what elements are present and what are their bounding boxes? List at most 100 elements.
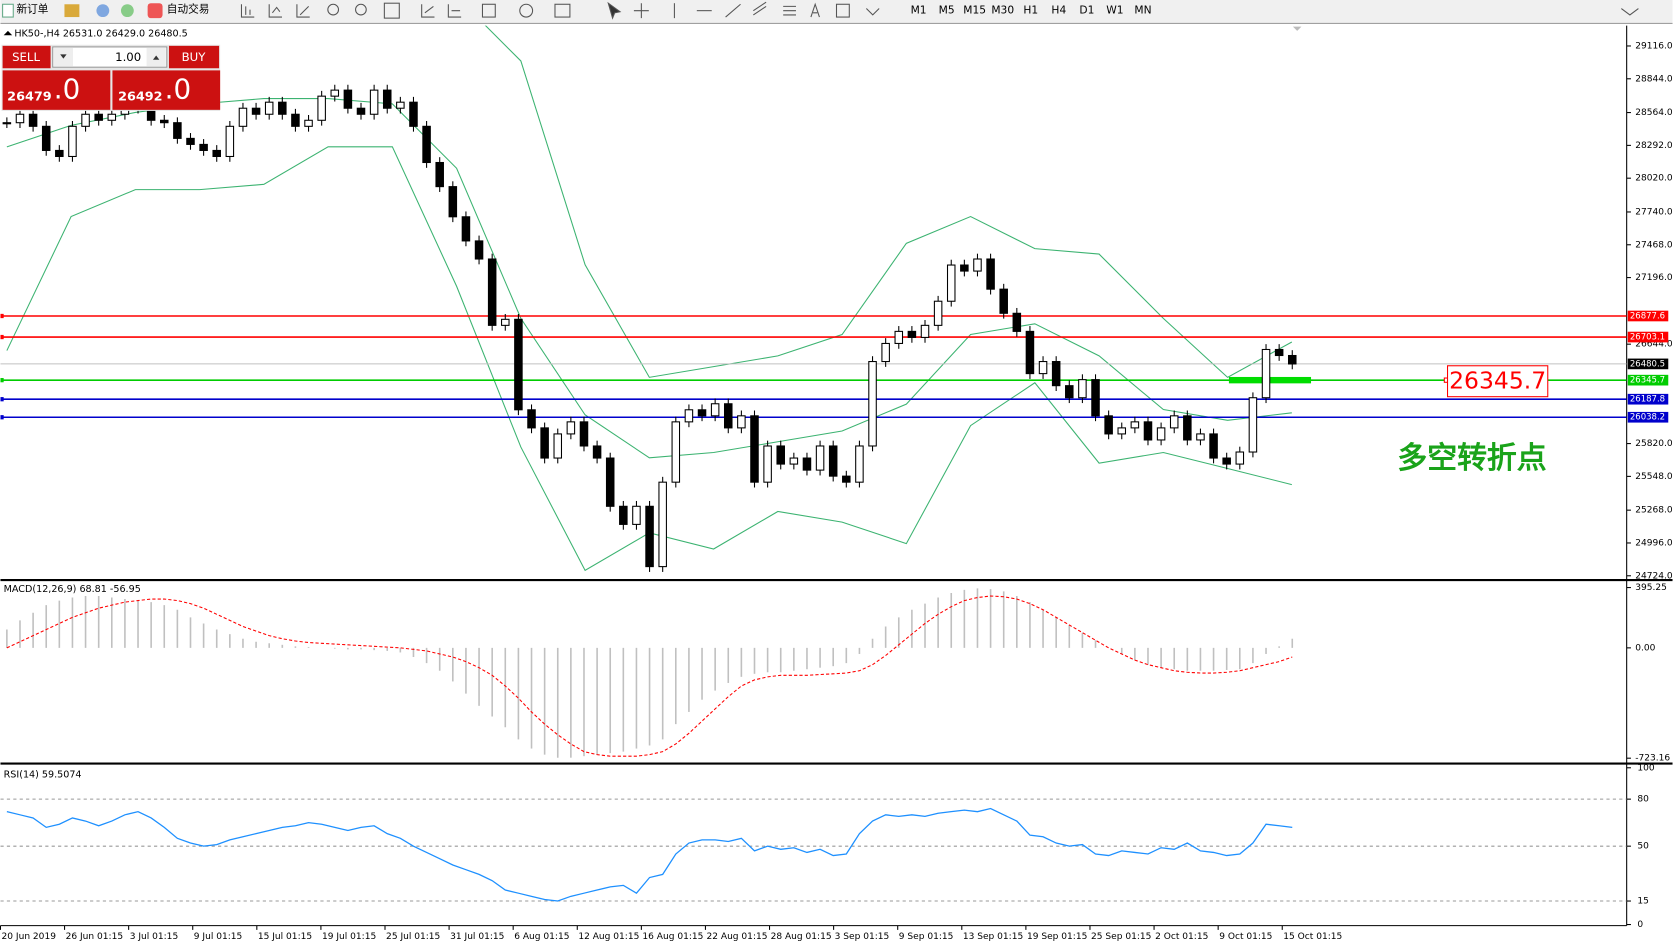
candle-body <box>750 415 759 483</box>
candle-body <box>278 101 287 115</box>
new-order-label[interactable]: 新订单 <box>16 3 48 16</box>
toolbar-icons <box>240 1 1639 20</box>
candle-body <box>159 119 169 124</box>
icon[interactable] <box>421 4 435 18</box>
candle-body <box>1104 415 1113 435</box>
candle-body <box>828 445 838 477</box>
timeframe-button[interactable]: W1 <box>1106 4 1123 17</box>
buy-label[interactable]: BUY <box>182 50 207 64</box>
sell-price-box[interactable] <box>2 70 111 110</box>
icon[interactable] <box>120 4 134 18</box>
x-tick-label: 15 Oct 01:15 <box>1283 932 1342 942</box>
x-tick-label: 15 Jul 01:15 <box>258 932 312 942</box>
y-tick-label: 50 <box>1637 842 1649 852</box>
icon[interactable] <box>327 3 340 16</box>
icon[interactable] <box>865 8 880 16</box>
price-level-label: 26703.1 <box>1630 333 1665 343</box>
candle-body <box>264 101 274 115</box>
timeframe-button[interactable]: H4 <box>1051 4 1066 17</box>
candle-body <box>776 445 785 465</box>
x-tick-label: 26 Jun 01:15 <box>66 932 123 942</box>
icon[interactable] <box>240 4 255 18</box>
sell-button[interactable] <box>2 45 51 69</box>
y-tick-label: 15 <box>1637 897 1649 907</box>
y-tick-label: 27196.0 <box>1635 273 1673 283</box>
icon[interactable] <box>64 4 80 18</box>
icon[interactable] <box>633 3 649 19</box>
candle-body <box>999 288 1008 314</box>
bid-main[interactable]: 26479 <box>7 90 52 105</box>
icon[interactable] <box>835 3 850 18</box>
candle-body <box>461 216 471 242</box>
candle-body <box>973 258 982 272</box>
icon[interactable] <box>554 3 571 18</box>
candle-body <box>540 427 549 459</box>
icon[interactable] <box>1621 8 1639 16</box>
candle-body <box>199 143 208 151</box>
icon[interactable] <box>296 4 310 18</box>
candle-body <box>396 101 405 109</box>
auto-trading-label[interactable]: 自动交易 <box>167 3 210 16</box>
candle-body <box>55 149 64 158</box>
buy-price-box[interactable] <box>112 70 221 110</box>
candle-body <box>474 240 484 260</box>
ask-frac[interactable]: .0 <box>165 73 191 106</box>
icon[interactable] <box>810 2 820 18</box>
price-level-label: 26038.2 <box>1630 413 1665 423</box>
icon[interactable] <box>481 3 496 18</box>
candle-body <box>225 125 235 158</box>
main-panel <box>0 25 1627 572</box>
timeframe-button[interactable]: M30 <box>991 4 1014 17</box>
x-tick-label: 3 Sep 01:15 <box>835 932 890 942</box>
new-order-button[interactable]: 新订单 <box>2 3 49 18</box>
candle-body <box>658 481 667 568</box>
icon[interactable] <box>355 3 367 16</box>
timeframe-button[interactable]: M1 <box>911 4 927 17</box>
icon[interactable] <box>519 3 534 18</box>
bollinger-band <box>484 25 1293 378</box>
icon[interactable] <box>753 1 767 16</box>
icon[interactable] <box>268 4 282 18</box>
bid-frac[interactable]: .0 <box>54 73 80 106</box>
candle-body <box>1261 348 1271 399</box>
annotation-price: 26345.7 <box>1449 366 1546 394</box>
candle-body <box>356 107 366 115</box>
level-handle <box>0 334 4 340</box>
timeframe-button[interactable]: H1 <box>1023 4 1038 17</box>
y-tick-label: 27468.0 <box>1635 240 1673 250</box>
timeframe-button[interactable]: D1 <box>1079 4 1094 17</box>
timeframe-button[interactable]: M15 <box>963 4 986 17</box>
candle-body <box>933 300 943 326</box>
price-level-label: 26877.6 <box>1630 311 1665 321</box>
icon[interactable] <box>96 4 110 18</box>
icon[interactable] <box>783 5 796 16</box>
candle-body <box>632 505 641 525</box>
ask-main[interactable]: 26492 <box>118 90 162 105</box>
sell-label[interactable]: SELL <box>12 50 40 64</box>
icon[interactable] <box>607 1 622 20</box>
candle-body <box>815 445 825 471</box>
icon[interactable] <box>725 3 741 18</box>
auto-trading-button[interactable]: 自动交易 <box>147 3 210 19</box>
lots-input[interactable] <box>52 46 168 68</box>
y-tick-label: 100 <box>1637 763 1655 773</box>
icon[interactable] <box>447 4 462 18</box>
x-tick-label: 9 Sep 01:15 <box>899 932 954 942</box>
candle-body <box>41 125 51 151</box>
x-tick-label: 19 Jul 01:15 <box>322 932 376 942</box>
icon[interactable] <box>383 2 400 19</box>
x-tick-label: 9 Jul 01:15 <box>194 932 242 942</box>
candle-body <box>2 122 12 125</box>
lots-value[interactable]: 1.00 <box>115 50 141 64</box>
timeframe-button[interactable]: M5 <box>939 4 955 17</box>
y-tick-label: 24724.0 <box>1635 571 1673 581</box>
y-tick-label: 28564.0 <box>1635 108 1673 118</box>
x-tick-label: 2 Oct 01:15 <box>1155 932 1208 942</box>
candle-body <box>28 113 38 127</box>
buy-button[interactable] <box>168 45 220 69</box>
timeframe-button[interactable]: MN <box>1134 4 1151 17</box>
x-tick-label: 19 Sep 01:15 <box>1027 932 1087 942</box>
candle-body <box>107 113 117 121</box>
